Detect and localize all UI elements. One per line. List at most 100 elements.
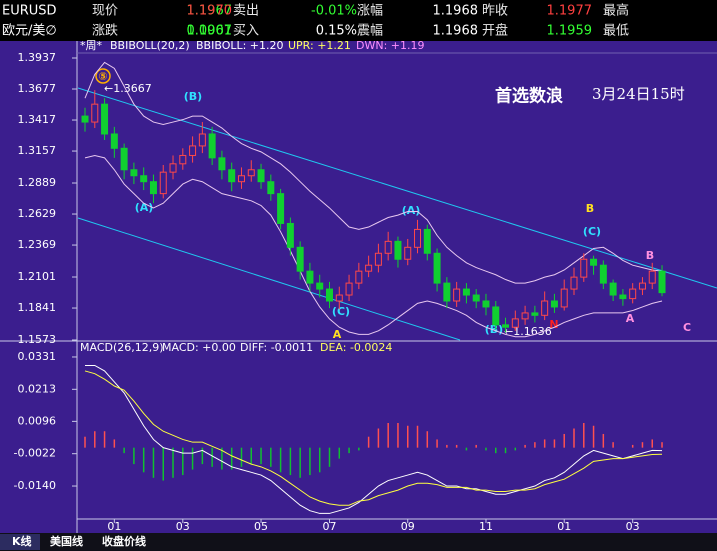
symbol: EURUSD	[2, 4, 57, 19]
tab-bar	[0, 533, 717, 551]
quote-label: 最高	[603, 3, 629, 19]
candle-body	[580, 258, 588, 278]
candle-body	[81, 115, 89, 123]
quote-value: 1.1967	[187, 24, 233, 39]
candle-body	[560, 288, 568, 308]
candle-body	[472, 294, 480, 302]
symbol-name: 欧元/美∅	[2, 24, 57, 39]
candle-body	[462, 288, 470, 296]
analysis-title: 首选数浪	[495, 86, 563, 107]
annotation: B	[646, 249, 654, 262]
quote-value: 1.1967	[187, 4, 233, 19]
y-tick-label: 1.2629	[18, 207, 57, 220]
quote-value: 1.1977	[547, 4, 593, 19]
y-tick-label: 1.2889	[18, 176, 57, 189]
candle-body	[130, 169, 138, 177]
quote-label: 最低	[603, 24, 629, 39]
candle-body	[511, 318, 519, 328]
candle-body	[502, 324, 510, 328]
y-tick-label: 1.1573	[18, 333, 57, 346]
y-tick-label: -0.0140	[14, 479, 56, 492]
candle-body	[492, 306, 500, 326]
candle-body	[316, 282, 324, 290]
y-tick-label: 0.0213	[18, 382, 57, 395]
candle-body	[590, 258, 598, 266]
candle-body	[267, 181, 275, 195]
legend-item: *周*	[80, 39, 102, 52]
candle-body	[550, 300, 558, 308]
candle-body	[433, 252, 441, 284]
candle-body	[110, 133, 118, 149]
quote-label: 现价	[92, 4, 118, 19]
candle-body	[414, 228, 422, 248]
annotation: ⑤	[98, 70, 107, 83]
candle-body	[629, 288, 637, 300]
candle-body	[237, 175, 245, 183]
annotation: (B)	[184, 90, 202, 103]
legend-item: BBIBOLL: +1.20	[196, 39, 284, 52]
x-tick-label: 05	[254, 520, 268, 533]
candle-body	[521, 312, 529, 320]
tab[interactable]: 美国线	[50, 534, 83, 548]
candle-body	[247, 169, 255, 177]
candle-body	[228, 169, 236, 183]
series-line	[84, 370, 663, 506]
annotation: (A)	[135, 201, 154, 214]
candle-body	[423, 228, 431, 254]
candle-body	[120, 147, 128, 171]
candle-body	[189, 145, 197, 156]
candle-body	[453, 288, 461, 302]
candle-body	[140, 175, 148, 183]
x-tick-label: 03	[176, 520, 190, 533]
quote-value: 0.0001	[187, 24, 233, 39]
candle-body	[179, 154, 187, 165]
analysis-time: 3月24日15时	[592, 85, 685, 103]
candle-body	[257, 169, 265, 183]
candle-body	[335, 294, 343, 302]
series-line	[84, 154, 663, 338]
candle-body	[404, 246, 412, 260]
candle-body	[159, 171, 167, 195]
legend-item: DIFF: -0.0011	[240, 341, 313, 354]
channel-line	[77, 217, 461, 341]
legend-item: DWN: +1.19	[356, 39, 425, 52]
y-tick-label: 1.3157	[18, 144, 57, 157]
y-tick-label: 0.0096	[18, 414, 57, 427]
quote-label: 买入	[233, 24, 259, 39]
quote-header: EURUSD 欧元/美∅ 现价 1.1967 卖出1.1970 涨幅-0.01% 昨收1…	[0, 0, 717, 41]
annotation: (B)	[485, 323, 503, 336]
y-tick-label: 1.1841	[18, 301, 57, 314]
candle-body	[570, 276, 578, 290]
quote-label: 卖出	[233, 4, 259, 19]
y-tick-label: 1.2101	[18, 270, 57, 283]
candle-body	[91, 103, 99, 123]
candle-body	[296, 246, 304, 272]
candle-body	[482, 300, 490, 308]
annotation: (C)	[332, 305, 350, 318]
header-background	[0, 0, 717, 41]
tab[interactable]: K线	[12, 534, 32, 548]
legend-item: DEA: -0.0024	[320, 341, 392, 354]
candle-body	[443, 282, 451, 302]
candle-body	[286, 222, 294, 248]
y-tick-label: 1.2369	[18, 238, 57, 251]
quote-value: 1.1970	[187, 4, 233, 19]
x-tick-label: 01	[557, 520, 571, 533]
legend-item: MACD(26,12,9)	[80, 341, 164, 354]
candle-body	[355, 270, 363, 284]
candle-body	[648, 270, 656, 284]
candle-body	[531, 312, 539, 316]
y-tick-label: -0.0022	[14, 447, 56, 460]
annotation: B	[586, 202, 594, 215]
tab[interactable]: 收盘价线	[102, 534, 146, 548]
annotation: N	[549, 318, 558, 331]
quote-label: 涨幅	[357, 4, 383, 19]
candle-body	[326, 288, 333, 302]
annotation: (A)	[402, 204, 421, 217]
annotation: A	[626, 312, 635, 325]
y-tick-label: 1.3677	[18, 82, 57, 95]
candle-body	[198, 133, 206, 147]
quote-value: -0.01%	[311, 4, 357, 19]
y-tick-label: 0.0331	[18, 350, 57, 363]
active-tab	[0, 534, 40, 550]
